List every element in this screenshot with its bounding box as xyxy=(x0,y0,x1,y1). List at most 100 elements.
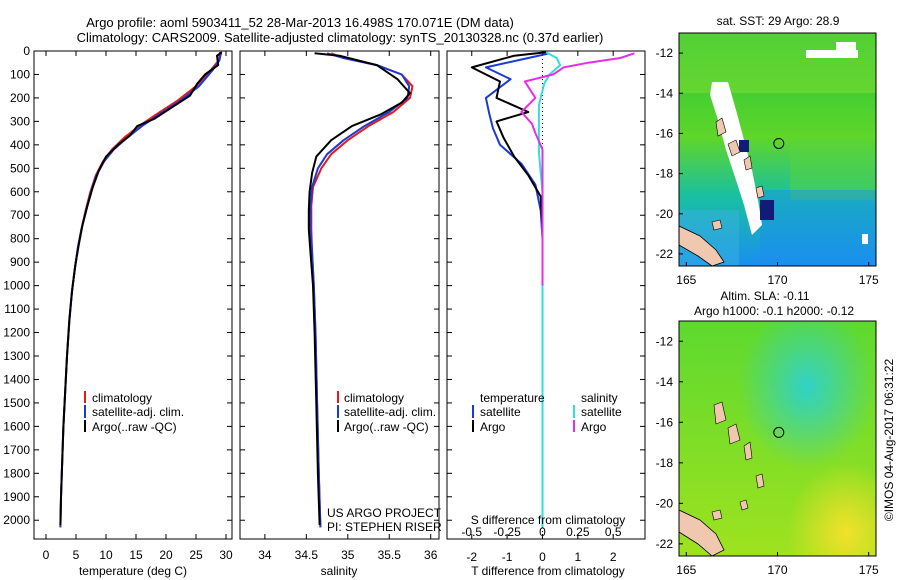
temperature-axis-label: temperature (deg C) xyxy=(79,564,187,578)
map-y-tick-label: -20 xyxy=(656,207,674,221)
x-tick-label: 1 xyxy=(574,550,581,564)
y-tick-label: 700 xyxy=(10,208,30,222)
map-y-tick-label: -16 xyxy=(656,415,674,429)
map-y-tick-label: -14 xyxy=(656,86,674,100)
sst-map-panel: sat. SST: 29 Argo: 28.9 165 170 175 -12 -14 -… xyxy=(656,14,879,287)
difference-series xyxy=(470,51,635,528)
legend-label-climatology: climatology xyxy=(92,391,152,405)
pi-label: PI: STEPHEN RISER xyxy=(327,520,442,534)
depth-axis: 0 100 200 300 400 500 600 700 800 900 1000 1100 1200… xyxy=(3,44,232,527)
map-y-tick-label: -12 xyxy=(656,334,674,348)
sla-map-panel: Altim. SLA: -0.11 Argo h1000: -0.1 h2000… xyxy=(656,289,879,577)
x-tick-label: 36 xyxy=(424,548,438,562)
map-y-tick-label: -16 xyxy=(656,126,674,140)
temperature-profile-panel: 0100200300400500600700800900100011001200… xyxy=(3,44,233,578)
t-difference-axis: -2 -1 0 1 2 xyxy=(447,50,645,564)
x-tick-label: 15 xyxy=(129,548,143,562)
series-line-argo-salinity xyxy=(520,52,635,286)
salinity-axis: 34 34.5 35 35.5 36 xyxy=(240,50,439,562)
x-tick-label: 0 xyxy=(43,548,50,562)
imos-timestamp-label: ©IMOS 04-Aug-2017 06:31:22 xyxy=(882,359,896,522)
sst-cloud-gap xyxy=(710,82,762,235)
y-tick-label: 1700 xyxy=(3,443,30,457)
y-tick-label: 1800 xyxy=(3,466,30,480)
y-tick-label: 800 xyxy=(10,232,30,246)
salinity-plot-frame xyxy=(239,50,440,540)
temperature-axis: 0 5 10 15 20 25 30 xyxy=(43,51,233,562)
legend-label-satellite: satellite-adj. clim. xyxy=(344,405,436,419)
y-tick-label: 1400 xyxy=(3,372,30,386)
map-x-tick-label: 165 xyxy=(676,273,696,287)
legend-label-t-satellite: satellite xyxy=(480,405,521,419)
x-tick-label: 20 xyxy=(159,548,173,562)
x-tick-label: -2 xyxy=(466,550,477,564)
x-tick-label: 5 xyxy=(73,548,80,562)
s-tick-label: 0.5 xyxy=(605,525,622,539)
series-line-satellite-salinity xyxy=(537,51,562,528)
difference-panel: -2 -1 0 1 2 -0.5 -0.25 0 0.25 0.5 S difference f… xyxy=(446,50,646,578)
figure-title-line2: Climatology: CARS2009. Satellite-adjuste… xyxy=(77,30,604,45)
x-tick-label: 2 xyxy=(610,550,617,564)
y-tick-label: 600 xyxy=(10,185,30,199)
s-difference-axis: -0.5 -0.25 0 0.25 0.5 xyxy=(461,525,621,539)
y-tick-label: 1600 xyxy=(3,419,30,433)
map-x-tick-label: 165 xyxy=(676,563,696,577)
map-y-tick-label: -18 xyxy=(656,167,674,181)
x-tick-label: 30 xyxy=(219,548,233,562)
salinity-profile-panel: 34 34.5 35 35.5 36 salinity climatology sate… xyxy=(239,50,442,578)
map-y-tick-label: -14 xyxy=(656,375,674,389)
x-tick-label: 34.5 xyxy=(295,548,319,562)
map-x-tick-label: 175 xyxy=(859,563,879,577)
salinity-series xyxy=(307,52,414,528)
x-tick-label: 25 xyxy=(189,548,203,562)
s-tick-label: -0.25 xyxy=(493,525,521,539)
x-tick-label: 35 xyxy=(341,548,355,562)
salinity-legend: climatology satellite-adj. clim. Argo(..… xyxy=(337,391,436,434)
legend-label-climatology: climatology xyxy=(344,391,404,405)
s-tick-label: 0 xyxy=(539,525,546,539)
x-tick-label: 34 xyxy=(258,548,272,562)
legend-label-s-satellite: satellite xyxy=(581,405,622,419)
temperature-legend: climatology satellite-adj. clim. Argo(..… xyxy=(84,391,184,434)
legend-label-argo: Argo(..raw -QC) xyxy=(92,420,177,434)
y-tick-label: 200 xyxy=(10,91,30,105)
legend-label-s-argo: Argo xyxy=(581,420,607,434)
map-y-tick-label: -22 xyxy=(656,247,674,261)
map-x-tick-label: 170 xyxy=(767,563,787,577)
sla-map-image xyxy=(679,321,876,556)
y-tick-label: 1900 xyxy=(3,490,30,504)
map-x-tick-label: 175 xyxy=(859,273,879,287)
y-tick-label: 400 xyxy=(10,138,30,152)
legend-label-satellite: satellite-adj. clim. xyxy=(92,405,184,419)
project-label: US ARGO PROJECT xyxy=(327,506,442,520)
y-tick-label: 300 xyxy=(10,114,30,128)
y-tick-label: 0 xyxy=(23,44,30,58)
legend-heading-temperature: temperature xyxy=(480,391,545,405)
y-tick-label: 900 xyxy=(10,255,30,269)
sla-map-subtitle: Argo h1000: -0.1 h2000: -0.12 xyxy=(694,304,854,318)
y-tick-label: 1300 xyxy=(3,349,30,363)
series-line-argo-raw-qc- xyxy=(59,51,223,525)
x-tick-label: 10 xyxy=(99,548,113,562)
temperature-plot-frame xyxy=(33,50,233,540)
sst-map-image xyxy=(679,33,876,266)
difference-plot-frame xyxy=(446,50,646,540)
y-tick-label: 1100 xyxy=(4,302,30,316)
map-y-tick-label: -22 xyxy=(656,537,674,551)
map-y-tick-label: -18 xyxy=(656,456,674,470)
y-tick-label: 2000 xyxy=(3,513,30,527)
s-tick-label: 0.25 xyxy=(566,525,590,539)
map-y-tick-label: -12 xyxy=(656,46,674,60)
legend-label-t-argo: Argo xyxy=(480,420,506,434)
y-tick-label: 1000 xyxy=(3,279,30,293)
sla-map-title: Altim. SLA: -0.11 xyxy=(720,289,809,303)
argo-float-location-marker xyxy=(773,426,785,438)
sst-map-axes: 165 170 175 -12 -14 -16 -18 -20 -22 xyxy=(656,46,879,287)
map-x-tick-label: 170 xyxy=(767,273,787,287)
y-tick-label: 500 xyxy=(10,161,30,175)
s-tick-label: -0.5 xyxy=(461,525,482,539)
x-tick-label: 0 xyxy=(539,550,546,564)
series-line-argo-raw-qc- xyxy=(307,52,411,525)
legend-heading-salinity: salinity xyxy=(581,391,618,405)
